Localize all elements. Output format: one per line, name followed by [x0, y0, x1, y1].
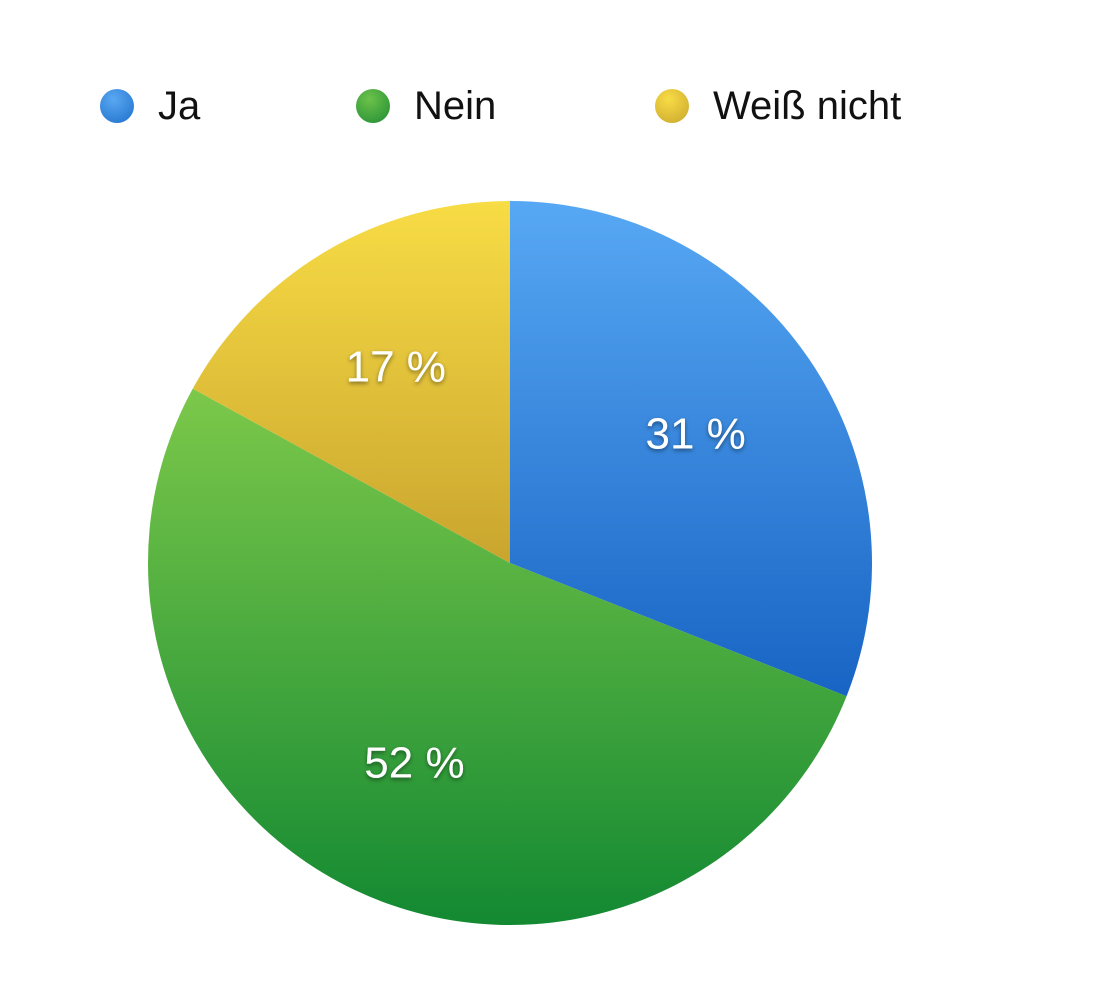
- data-label-nein: 52 %: [364, 739, 464, 788]
- chart-legend: Ja Nein Weiß nicht: [100, 78, 1000, 134]
- data-label-weiss-nicht: 17 %: [346, 342, 446, 391]
- legend-swatch-nein: [356, 89, 390, 123]
- pie-slice-weiss-nicht: [192, 201, 510, 563]
- legend-label-ja: Ja: [158, 83, 201, 128]
- pie-slice-nein: [148, 388, 847, 925]
- legend-item-weiss-nicht: Weiß nicht: [655, 78, 901, 134]
- legend-swatch-ja: [100, 89, 134, 123]
- legend-item-ja: Ja: [100, 78, 200, 134]
- data-label-ja: 31 %: [645, 409, 745, 458]
- legend-swatch-weiss-nicht: [655, 89, 689, 123]
- pie-slices: [148, 201, 873, 925]
- pie-data-labels: 31 % 52 % 17 %: [346, 342, 746, 787]
- legend-label-weiss-nicht: Weiß nicht: [713, 83, 902, 128]
- legend-item-nein: Nein: [356, 78, 496, 134]
- pie-slice-ja: [510, 201, 873, 697]
- legend-label-nein: Nein: [414, 83, 497, 128]
